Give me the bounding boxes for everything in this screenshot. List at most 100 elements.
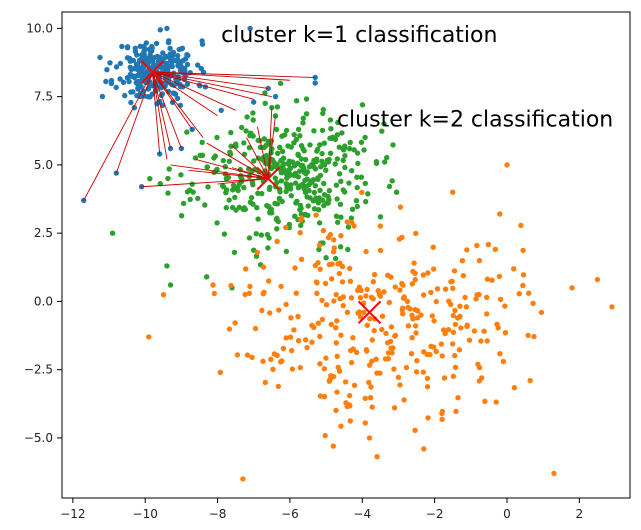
data-point-cluster-3: [244, 352, 251, 358]
data-point-cluster-3: [331, 298, 337, 304]
data-point-cluster-3: [425, 415, 431, 421]
data-point-cluster-3: [351, 223, 357, 229]
data-point-cluster-3: [363, 293, 369, 299]
data-point-cluster-2: [342, 164, 348, 171]
data-point-cluster-3: [228, 282, 234, 289]
data-point-cluster-1: [113, 84, 119, 91]
data-point-cluster-2: [284, 175, 290, 181]
data-point-cluster-1: [138, 83, 144, 90]
annotations: cluster k=1 classification cluster k=2 cl…: [221, 23, 613, 133]
data-point-cluster-2: [214, 166, 220, 172]
data-point-cluster-1: [122, 92, 128, 99]
data-point-cluster-2: [323, 255, 329, 261]
data-point-cluster-2: [302, 177, 308, 184]
data-point-cluster-1: [138, 56, 145, 62]
centroid-link: [195, 159, 269, 179]
data-point-cluster-2: [274, 104, 281, 110]
data-point-cluster-2: [316, 246, 322, 253]
data-point-cluster-2: [293, 136, 299, 143]
data-point-cluster-3: [462, 294, 468, 301]
centroid-link: [152, 71, 269, 89]
data-point-cluster-3: [400, 311, 406, 317]
data-point-cluster-3: [246, 290, 252, 296]
data-point-cluster-2: [228, 129, 234, 136]
data-point-cluster-3: [274, 238, 280, 245]
data-point-cluster-3: [391, 366, 397, 372]
data-point-cluster-1: [137, 43, 143, 49]
data-point-cluster-3: [249, 354, 255, 361]
data-point-cluster-3: [388, 324, 395, 330]
data-point-cluster-2: [221, 231, 228, 237]
data-point-cluster-2: [261, 144, 267, 150]
data-point-cluster-1: [169, 61, 175, 68]
data-point-cluster-2: [337, 244, 344, 250]
data-point-cluster-3: [482, 398, 488, 404]
data-point-cluster-3: [421, 446, 427, 452]
data-point-cluster-3: [313, 212, 319, 218]
data-point-cluster-2: [109, 230, 116, 236]
data-point-cluster-2: [310, 198, 317, 204]
data-point-cluster-3: [297, 230, 303, 236]
data-point-cluster-3: [413, 369, 420, 375]
data-point-cluster-1: [139, 52, 145, 58]
data-point-cluster-3: [531, 333, 537, 340]
data-point-cluster-3: [520, 247, 526, 254]
data-point-cluster-3: [351, 382, 358, 389]
data-point-cluster-1: [157, 54, 163, 61]
data-point-cluster-3: [369, 404, 375, 410]
data-point-cluster-3: [478, 338, 484, 344]
data-point-cluster-2: [258, 232, 265, 238]
data-point-cluster-1: [139, 75, 145, 81]
data-point-cluster-2: [353, 198, 360, 204]
data-point-cluster-2: [310, 163, 317, 169]
centroid-link: [115, 71, 153, 174]
data-point-cluster-2: [346, 180, 352, 186]
data-point-cluster-3: [297, 364, 303, 371]
data-point-cluster-2: [326, 188, 333, 194]
data-point-cluster-2: [248, 130, 254, 136]
data-point-cluster-2: [250, 110, 256, 116]
data-point-cluster-3: [298, 215, 305, 221]
data-point-cluster-3: [370, 296, 376, 302]
data-point-cluster-2: [305, 203, 311, 209]
data-point-cluster-2: [351, 147, 357, 153]
data-point-cluster-3: [311, 324, 317, 331]
data-point-cluster-2: [359, 102, 366, 108]
data-point-cluster-2: [255, 216, 261, 222]
data-point-cluster-3: [326, 261, 333, 268]
data-point-cluster-2: [303, 183, 309, 189]
data-point-cluster-2: [328, 126, 334, 132]
y-tick-label: 2.5: [34, 226, 53, 240]
data-point-cluster-2: [341, 189, 348, 195]
data-point-cluster-1: [159, 102, 166, 109]
data-point-cluster-2: [393, 189, 400, 195]
data-point-cluster-1: [149, 45, 155, 51]
data-point-cluster-3: [609, 304, 615, 310]
data-point-cluster-1: [176, 63, 183, 69]
data-point-cluster-3: [397, 204, 404, 210]
data-point-cluster-3: [323, 302, 330, 308]
annotation-2: cluster k=2 classification: [337, 108, 613, 133]
data-point-cluster-3: [333, 325, 339, 331]
data-point-cluster-2: [292, 180, 299, 186]
data-point-cluster-3: [418, 312, 424, 318]
data-point-cluster-2: [214, 220, 220, 226]
data-point-cluster-3: [321, 366, 327, 372]
data-point-cluster-2: [298, 222, 304, 229]
data-point-cluster-3: [353, 349, 360, 356]
data-point-cluster-3: [328, 321, 334, 328]
data-point-cluster-2: [328, 135, 335, 141]
data-point-cluster-3: [497, 351, 503, 357]
centroid-link: [152, 71, 168, 160]
data-point-cluster-3: [362, 395, 368, 401]
data-point-cluster-1: [170, 49, 177, 56]
data-point-cluster-1: [251, 99, 257, 105]
data-point-cluster-3: [298, 256, 305, 262]
data-point-cluster-3: [312, 262, 318, 269]
data-point-cluster-2: [365, 191, 371, 197]
data-point-cluster-3: [397, 382, 403, 388]
data-point-cluster-3: [497, 211, 503, 217]
data-point-cluster-2: [338, 178, 344, 184]
data-point-cluster-2: [389, 178, 395, 184]
centroid-link: [83, 71, 153, 201]
